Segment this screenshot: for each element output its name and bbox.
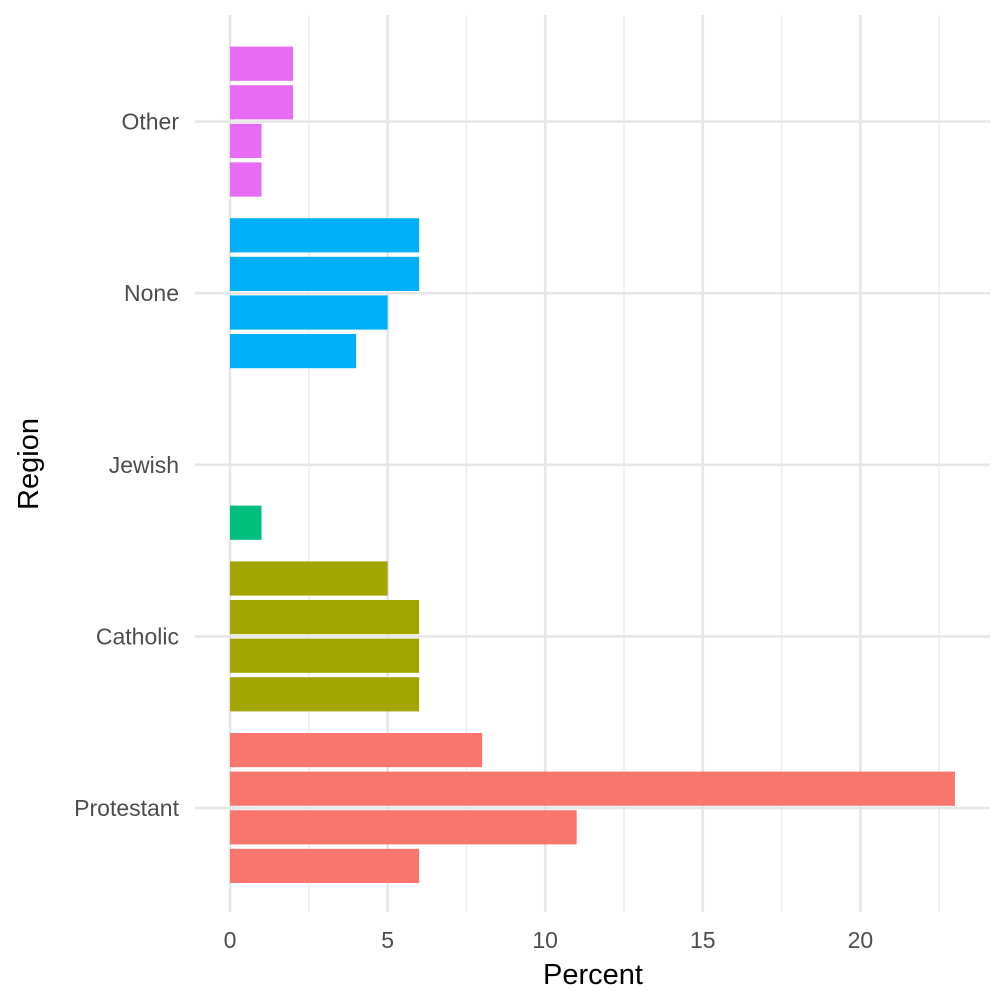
y-tick-label: Protestant (74, 795, 179, 821)
x-tick-label: 0 (224, 927, 237, 953)
x-tick-label: 15 (690, 927, 716, 953)
bar-none-3 (230, 256, 420, 291)
bar-other-1 (230, 162, 262, 197)
y-axis-title: Region (13, 418, 45, 510)
x-tick-label: 10 (532, 927, 558, 953)
y-axis-ticks: Protestant Catholic Jewish None Other (74, 109, 179, 821)
bar-none-4 (230, 218, 420, 253)
bar-protestant-2 (230, 810, 577, 845)
bar-protestant-3 (230, 771, 955, 806)
x-axis-title: Percent (543, 959, 643, 991)
x-tick-label: 5 (381, 927, 394, 953)
bar-catholic-4 (230, 561, 388, 596)
bar-none-2 (230, 295, 388, 330)
bar-catholic-2 (230, 638, 420, 673)
bar-none-1 (230, 334, 357, 369)
bar-protestant-4 (230, 733, 483, 768)
bar-other-2 (230, 123, 262, 158)
bar-other-3 (230, 85, 294, 120)
bar-protestant-1 (230, 848, 420, 883)
y-tick-label: Catholic (96, 623, 179, 649)
x-tick-label: 20 (848, 927, 874, 953)
bar-jewish-1 (230, 505, 262, 540)
y-tick-label: Other (121, 109, 179, 135)
bars (230, 46, 955, 883)
bar-catholic-3 (230, 600, 420, 635)
bar-catholic-1 (230, 677, 420, 712)
x-axis-ticks: 0 5 10 15 20 (224, 927, 874, 953)
bar-other-4 (230, 46, 294, 81)
y-tick-label: Jewish (109, 452, 179, 478)
y-tick-label: None (124, 280, 179, 306)
